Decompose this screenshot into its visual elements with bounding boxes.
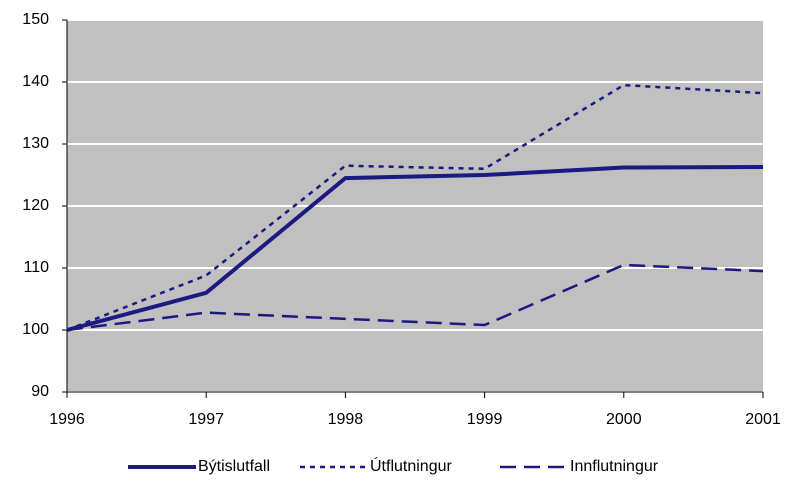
legend-label: Útflutningur — [370, 456, 452, 475]
x-tick-label: 1996 — [49, 411, 85, 428]
x-tick-label: 2001 — [745, 411, 781, 428]
y-tick-label: 140 — [22, 73, 49, 90]
y-tick-label: 100 — [22, 321, 49, 338]
y-tick-label: 110 — [23, 259, 49, 276]
y-tick-label: 120 — [22, 197, 49, 214]
x-tick-label: 1997 — [188, 411, 224, 428]
y-tick-label: 90 — [31, 383, 49, 400]
x-tick-label: 2000 — [606, 411, 642, 428]
series-line — [66, 83, 764, 332]
y-tick-label: 150 — [22, 11, 49, 28]
legend-label: Býtislutfall — [198, 458, 270, 475]
series-line — [66, 263, 764, 332]
x-tick-label: 1999 — [467, 411, 503, 428]
series-line — [66, 164, 764, 332]
x-tick-label: 1998 — [328, 411, 364, 428]
y-tick-label: 130 — [22, 135, 49, 152]
legend-label: Innflutningur — [570, 458, 659, 475]
